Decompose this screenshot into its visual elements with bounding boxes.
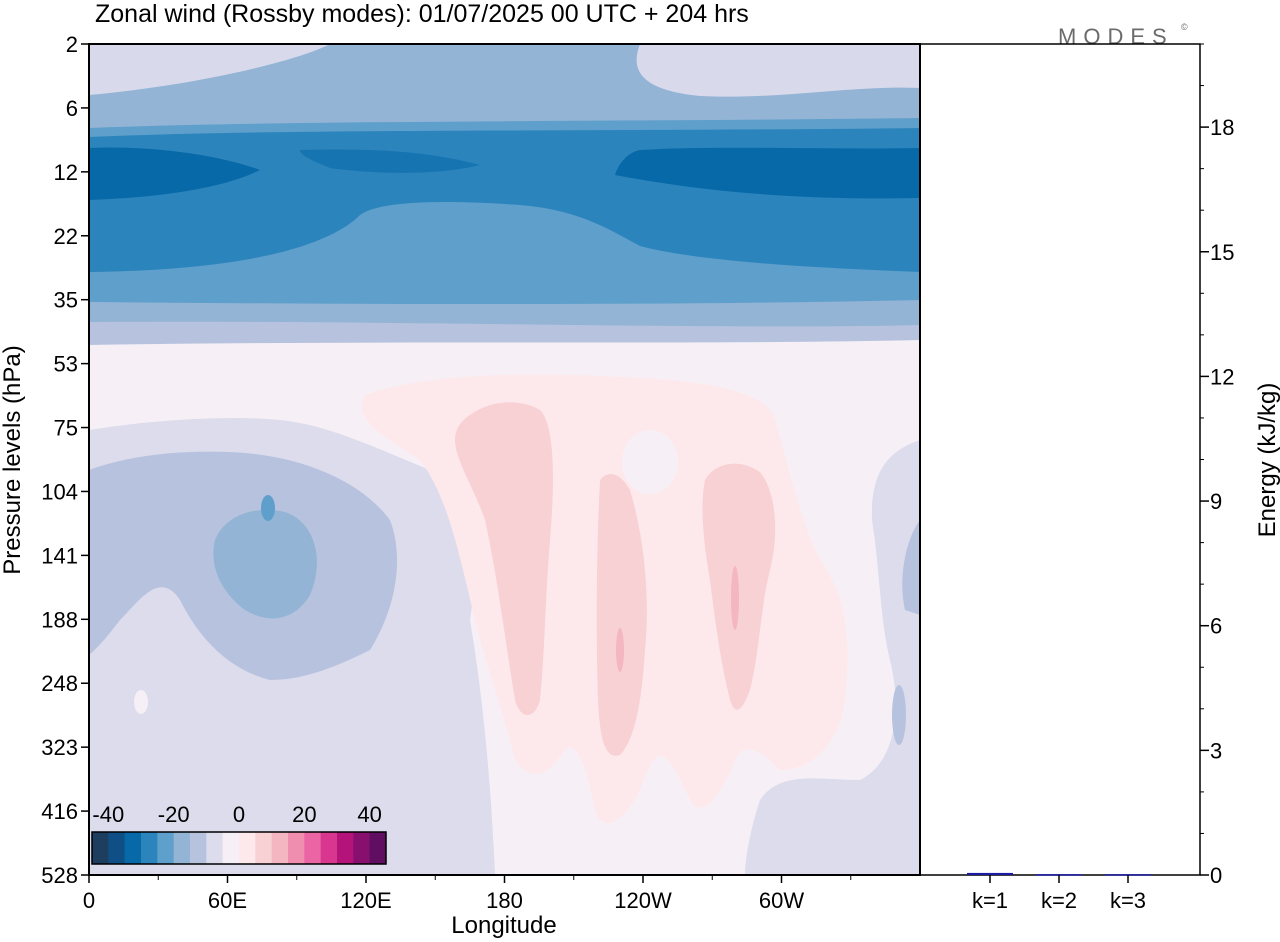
contour-band--35b — [615, 147, 920, 199]
colorbar-tick-label: 20 — [292, 802, 316, 827]
longitude-axis: 0 60E 120E 180 120W 60W — [83, 875, 852, 913]
contour-band--5-east — [745, 440, 920, 875]
contour-band--10-east-b — [892, 685, 906, 745]
contour-band-10-15-b — [731, 566, 739, 630]
x-tick-label: 60W — [759, 888, 804, 913]
pressure-axis: 2 6 12 22 35 53 75 104 141 188 248 323 416 528 — [41, 32, 89, 888]
colorbar-swatch — [141, 832, 158, 864]
heatmap-panel — [89, 44, 920, 875]
bar-category-label: k=1 — [972, 888, 1008, 913]
colorbar-swatch — [222, 832, 240, 864]
x-axis-label: Longitude — [451, 912, 556, 939]
colorbar-swatch — [173, 832, 191, 864]
contour-band--15-west — [213, 509, 317, 619]
colorbar-tick-label: 0 — [233, 802, 245, 827]
contour-band-10-15-a — [616, 628, 624, 672]
colorbar-swatch — [337, 832, 354, 864]
energy-tick-label: 18 — [1210, 115, 1234, 140]
x-tick-label: 60E — [208, 888, 247, 913]
y-tick-label: 141 — [41, 543, 78, 568]
colorbar-swatch — [369, 832, 387, 864]
y-tick-label: 12 — [54, 160, 78, 185]
y-tick-label: 323 — [41, 735, 78, 760]
chart-title: Zonal wind (Rossby modes): 01/07/2025 00… — [95, 0, 749, 28]
contour-band-5-10-a — [455, 402, 553, 715]
brand-name: MODES — [1058, 24, 1174, 49]
energy-bar — [1036, 874, 1082, 876]
colorbar-swatch — [108, 832, 126, 864]
colorbar-swatch — [255, 832, 273, 864]
contour-island-0 — [622, 430, 678, 494]
colorbar-swatch — [353, 832, 371, 864]
y-tick-label: 2 — [66, 32, 78, 57]
energy-bar — [967, 872, 1013, 875]
modes-logo: MODES © — [1058, 22, 1188, 49]
colorbar-swatch — [206, 832, 224, 864]
colorbar-tick-label: -40 — [92, 802, 124, 827]
energy-tick-label: 6 — [1210, 614, 1222, 639]
y-tick-label: 35 — [54, 288, 78, 313]
contour-island-1 — [134, 690, 148, 714]
contour-band-5-10-c — [702, 463, 776, 710]
x-tick-label: 120W — [614, 888, 672, 913]
colorbar-swatch — [304, 832, 322, 864]
colorbar-swatch — [288, 832, 305, 864]
x-tick-label: 120E — [340, 888, 391, 913]
y-tick-label: 528 — [41, 863, 78, 888]
bar-panel-frame — [919, 43, 1201, 876]
energy-tick-label: 0 — [1210, 863, 1222, 888]
colorbar-swatch — [271, 832, 289, 864]
contour-band--35 — [89, 147, 260, 200]
energy-bar — [1105, 874, 1151, 876]
colorbar-swatch — [124, 832, 142, 864]
energy-tick-label: 12 — [1210, 364, 1234, 389]
contour-band-5-10-b — [596, 474, 647, 756]
contour-band--10-east — [902, 520, 920, 615]
colorbar-tick-label: -20 — [158, 802, 190, 827]
y-tick-label: 416 — [41, 799, 78, 824]
colorbar-swatch — [190, 832, 207, 864]
energy-axis-label: Energy (kJ/kg) — [1254, 383, 1280, 538]
y-tick-label: 6 — [66, 96, 78, 121]
y-axis-label: Pressure levels (hPa) — [0, 345, 26, 574]
colorbar-frame — [91, 831, 387, 865]
contour-band--35c — [300, 149, 480, 173]
y-tick-label: 188 — [41, 607, 78, 632]
y-tick-label: 75 — [54, 416, 78, 441]
energy-bars: k=1 k=2 k=3 — [967, 872, 1151, 913]
colorbar-swatch — [239, 832, 256, 864]
y-tick-label: 53 — [54, 352, 78, 377]
colorbar-tick-label: 40 — [357, 802, 381, 827]
y-tick-label: 104 — [41, 479, 78, 504]
colorbar-swatch — [320, 832, 338, 864]
x-tick-label: 180 — [486, 888, 523, 913]
energy-tick-label: 3 — [1210, 738, 1222, 763]
energy-axis: 0 3 6 9 12 15 18 — [1200, 43, 1234, 888]
bar-category-label: k=2 — [1041, 888, 1077, 913]
y-tick-label: 248 — [41, 671, 78, 696]
bar-category-label: k=3 — [1110, 888, 1146, 913]
colorbar-swatch — [92, 832, 109, 864]
colorbar: -40 -20 0 20 40 — [91, 802, 387, 865]
colorbar-swatch — [157, 832, 175, 864]
x-tick-label: 0 — [83, 888, 95, 913]
brand-mark: © — [1181, 22, 1188, 32]
energy-tick-label: 15 — [1210, 240, 1234, 265]
y-tick-label: 22 — [54, 224, 78, 249]
energy-tick-label: 9 — [1210, 489, 1222, 514]
contour-band--20-core — [261, 495, 275, 521]
